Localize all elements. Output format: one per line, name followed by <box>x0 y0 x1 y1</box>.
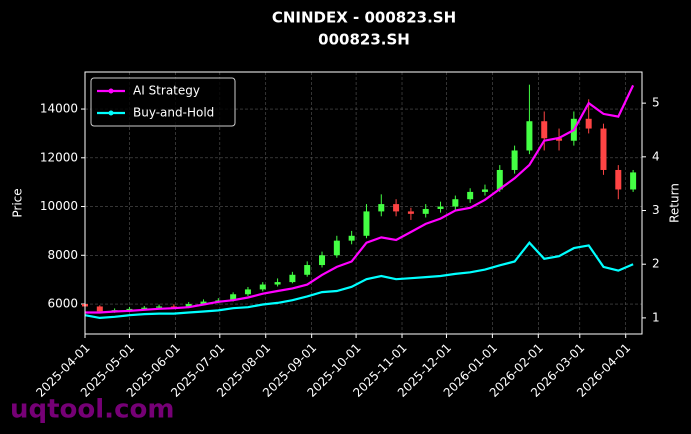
y-tick-label: 12000 <box>40 150 78 164</box>
candle-body <box>437 206 444 209</box>
y-tick-label: 6000 <box>47 297 78 311</box>
candle-body <box>304 265 311 275</box>
candle-body <box>526 121 533 151</box>
candle-body <box>556 138 563 141</box>
candle-body <box>333 240 340 256</box>
candle-body <box>170 306 177 308</box>
legend-marker <box>108 110 114 116</box>
candle-body <box>393 204 400 212</box>
candle-body <box>126 308 133 311</box>
chart-subtitle: 000823.SH <box>318 31 410 49</box>
candle-body <box>274 282 281 285</box>
candle-body <box>422 208 429 214</box>
y-axis-label: Price <box>11 188 25 217</box>
watermark: uqtool.com <box>10 395 174 425</box>
y2-axis-label: Return <box>668 183 682 223</box>
y-tick-label: 10000 <box>40 199 78 213</box>
candle-body <box>407 211 414 214</box>
candle-body <box>467 191 474 200</box>
candle-body <box>363 211 370 236</box>
y2-tick-label: 3 <box>652 203 660 217</box>
legend-label: AI Strategy <box>133 84 200 98</box>
candle-body <box>141 307 148 309</box>
candle-body <box>200 301 207 305</box>
y-tick-label: 8000 <box>47 248 78 262</box>
candle-body <box>511 150 518 170</box>
y2-tick-label: 4 <box>652 149 660 163</box>
candle-body <box>319 255 326 266</box>
plot-frame <box>84 71 643 335</box>
candle-body <box>230 294 237 301</box>
y2-tick-label: 2 <box>652 257 660 271</box>
candle-body <box>156 306 163 308</box>
candle-body <box>289 274 296 283</box>
legend-marker <box>108 88 114 94</box>
candle-body <box>585 118 592 129</box>
series-line <box>84 241 634 320</box>
candle-body <box>185 304 192 307</box>
legend-label: Buy-and-Hold <box>133 106 214 120</box>
candle-body <box>259 284 266 290</box>
candle-body <box>496 169 503 190</box>
candle-body <box>96 306 103 312</box>
y2-tick-label: 1 <box>652 310 660 324</box>
y2-tick-label: 5 <box>652 96 660 110</box>
candle-body <box>378 204 385 212</box>
candle-body <box>481 189 488 192</box>
candle-body <box>452 199 459 207</box>
candle-body <box>615 169 622 190</box>
candle-body <box>244 289 251 295</box>
legend-box <box>90 77 236 127</box>
chart-title: CNINDEX - 000823.SH <box>272 9 456 27</box>
series-line <box>85 84 635 314</box>
candle-body <box>348 235 355 241</box>
candle-body <box>600 128 607 170</box>
candle-body <box>541 121 548 139</box>
candle-body <box>630 172 637 190</box>
y-tick-label: 14000 <box>40 102 78 116</box>
